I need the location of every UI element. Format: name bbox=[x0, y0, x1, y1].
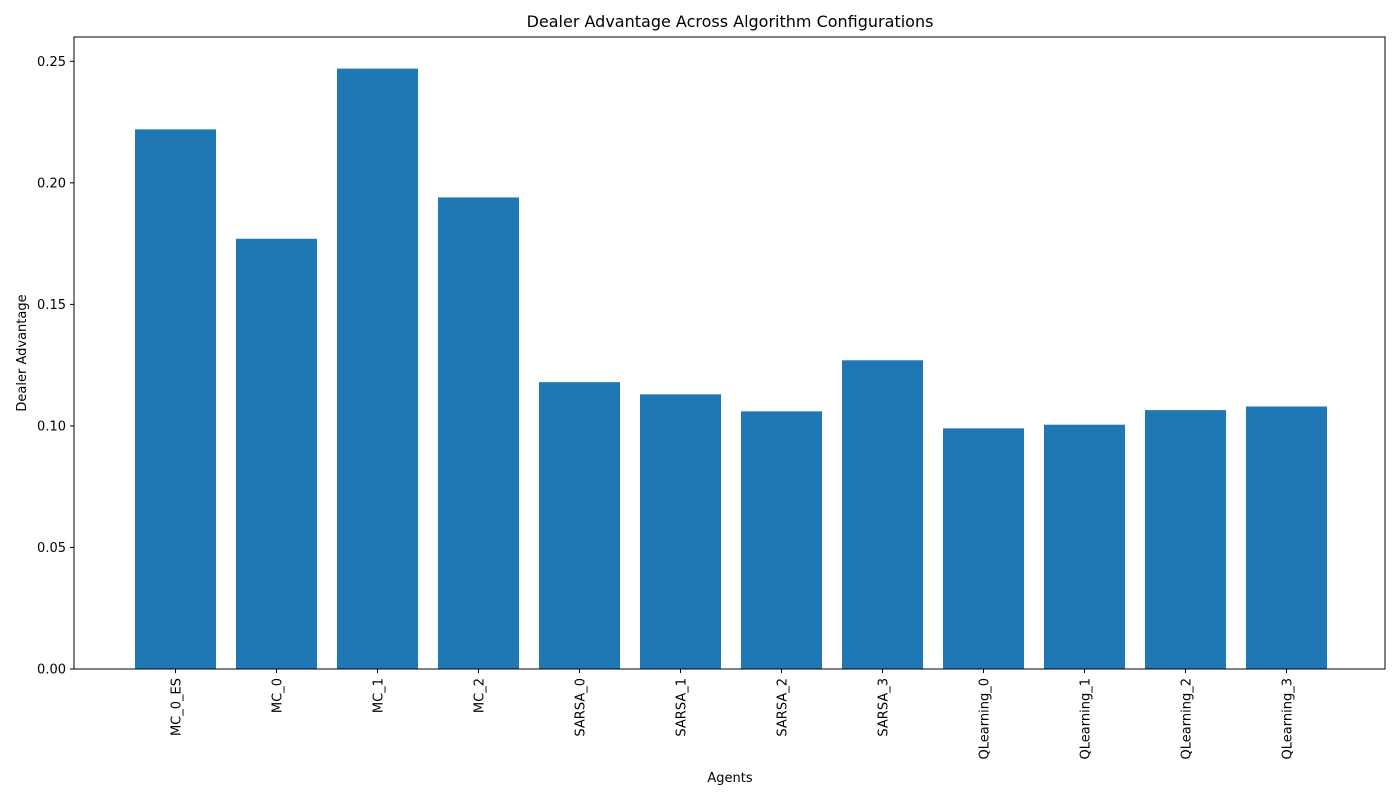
chart-title: Dealer Advantage Across Algorithm Config… bbox=[527, 12, 934, 31]
x-axis-ticks: MC_0_ES MC_0 MC_1 MC_2 SARSA_0 SARSA_1 SARSA_2… bbox=[170, 669, 1296, 759]
x-axis-label: Agents bbox=[707, 771, 752, 786]
y-axis-ticks: 0.00 0.05 0.10 0.15 0.20 0.25 bbox=[37, 55, 74, 678]
bar-mc-2 bbox=[438, 197, 519, 669]
bar-qlearning-3 bbox=[1246, 406, 1327, 669]
x-tick-label: MC_2 bbox=[473, 678, 488, 713]
x-tick-label: MC_1 bbox=[372, 678, 387, 713]
bar-sarsa-2 bbox=[741, 411, 822, 669]
x-tick-label: QLearning_2 bbox=[1180, 678, 1195, 759]
x-tick-label: QLearning_0 bbox=[978, 678, 993, 759]
bar-mc-0-es bbox=[135, 129, 216, 669]
x-tick-label: SARSA_0 bbox=[574, 678, 589, 737]
bar-sarsa-3 bbox=[842, 360, 923, 669]
x-tick-label: MC_0 bbox=[271, 678, 286, 713]
bars-group bbox=[135, 68, 1327, 670]
x-tick-label: QLearning_1 bbox=[1079, 678, 1094, 759]
y-tick-label: 0.10 bbox=[37, 419, 66, 434]
x-tick-label: QLearning_3 bbox=[1281, 678, 1296, 759]
bar-qlearning-0 bbox=[943, 428, 1024, 669]
y-tick-label: 0.05 bbox=[37, 541, 66, 556]
y-tick-label: 0.20 bbox=[37, 176, 66, 191]
x-tick-label: SARSA_1 bbox=[675, 678, 690, 737]
bar-qlearning-2 bbox=[1145, 410, 1226, 669]
bar-mc-0 bbox=[236, 238, 317, 669]
bar-qlearning-1 bbox=[1044, 424, 1125, 669]
bar-sarsa-1 bbox=[640, 394, 721, 669]
y-tick-label: 0.15 bbox=[37, 298, 66, 313]
plot-frame bbox=[73, 36, 1386, 670]
bar-mc-1 bbox=[337, 68, 418, 670]
x-tick-label: SARSA_3 bbox=[877, 678, 892, 737]
x-tick-label: SARSA_2 bbox=[776, 678, 791, 737]
bar-sarsa-0 bbox=[539, 382, 620, 669]
x-tick-label: MC_0_ES bbox=[170, 678, 185, 736]
y-axis-label: Dealer Advantage bbox=[15, 294, 30, 411]
y-tick-label: 0.00 bbox=[37, 663, 66, 678]
y-tick-label: 0.25 bbox=[37, 55, 66, 70]
